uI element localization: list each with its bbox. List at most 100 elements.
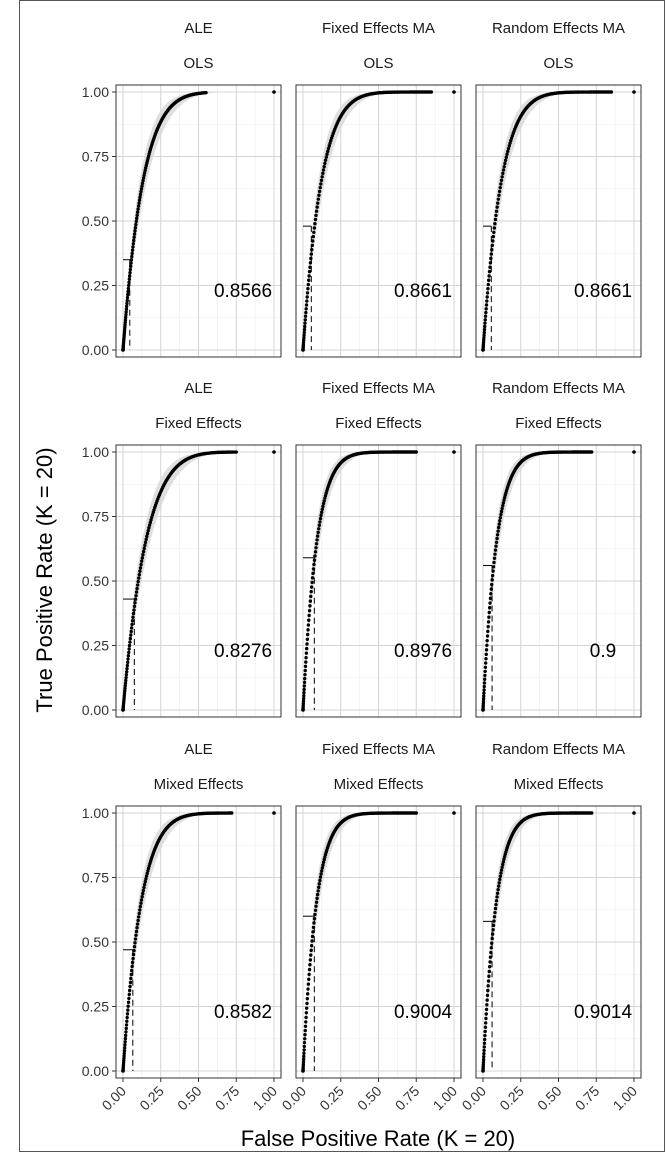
y-tick-label: 1.00 bbox=[82, 805, 109, 821]
roc-point bbox=[302, 684, 307, 688]
roc-point bbox=[125, 660, 130, 665]
roc-point bbox=[129, 261, 133, 265]
roc-point bbox=[481, 697, 486, 701]
roc-point bbox=[490, 578, 494, 582]
x-tick-label: 0.00 bbox=[459, 1083, 490, 1114]
roc-point bbox=[302, 1048, 306, 1052]
roc-point bbox=[311, 567, 316, 571]
roc-point bbox=[301, 1057, 306, 1062]
roc-point bbox=[303, 314, 308, 318]
roc-point bbox=[312, 230, 316, 234]
roc-points bbox=[301, 450, 456, 712]
roc-point bbox=[305, 642, 309, 646]
roc-point bbox=[128, 980, 133, 985]
roc-point bbox=[320, 507, 325, 511]
roc-point bbox=[486, 629, 490, 634]
roc-point bbox=[482, 1045, 486, 1049]
roc-point bbox=[137, 911, 141, 916]
roc-point bbox=[309, 943, 314, 948]
x-tick-label: 0.50 bbox=[534, 1083, 565, 1114]
roc-point bbox=[488, 955, 493, 959]
roc-point bbox=[497, 189, 502, 194]
roc-point bbox=[127, 277, 132, 281]
roc-point bbox=[321, 863, 325, 867]
roc-point bbox=[496, 201, 500, 205]
roc-point bbox=[142, 546, 146, 551]
roc-point bbox=[321, 171, 325, 176]
roc-point bbox=[306, 282, 310, 287]
y-tick-label: 0.25 bbox=[82, 999, 109, 1015]
roc-point bbox=[125, 663, 130, 668]
roc-point bbox=[483, 1037, 487, 1042]
x-tick-label: 0.25 bbox=[316, 1083, 347, 1114]
roc-point bbox=[320, 869, 324, 873]
roc-point bbox=[311, 930, 315, 934]
roc-point bbox=[123, 1040, 127, 1044]
roc-point bbox=[482, 330, 486, 335]
roc-point bbox=[317, 882, 322, 886]
roc-point bbox=[312, 921, 316, 925]
roc-point bbox=[490, 582, 494, 587]
roc-point bbox=[124, 1023, 129, 1027]
roc-point bbox=[486, 278, 491, 282]
roc-point bbox=[130, 968, 134, 973]
roc-point bbox=[135, 926, 139, 930]
roc-point bbox=[496, 884, 501, 888]
roc-point bbox=[481, 699, 486, 704]
roc-point bbox=[127, 650, 131, 655]
roc-point bbox=[144, 877, 148, 881]
roc-point bbox=[499, 509, 504, 514]
panel-1-2: Fixed Effects MA OLS 0.8661 bbox=[295, 20, 462, 358]
roc-point bbox=[128, 271, 132, 275]
roc-point bbox=[126, 289, 130, 294]
roc-point bbox=[305, 637, 310, 641]
roc-point bbox=[495, 533, 500, 537]
roc-point bbox=[311, 234, 315, 239]
roc-point bbox=[272, 811, 276, 815]
roc-point bbox=[132, 232, 137, 236]
panel-2-1: ALE Fixed Effects 0.8276 0.00 0.25 0.50 0.75 1.… bbox=[82, 380, 282, 718]
roc-point bbox=[504, 155, 509, 159]
roc-point bbox=[319, 513, 323, 518]
roc-point bbox=[302, 327, 307, 332]
roc-point bbox=[490, 941, 494, 945]
roc-point bbox=[123, 1036, 128, 1041]
roc-point bbox=[272, 450, 276, 454]
roc-point bbox=[140, 559, 144, 563]
x-tick-label: 1.00 bbox=[610, 1083, 641, 1114]
roc-points bbox=[481, 90, 636, 352]
roc-point bbox=[321, 504, 325, 509]
roc-point bbox=[142, 882, 147, 887]
x-tick-label: 0.50 bbox=[174, 1083, 205, 1114]
roc-point bbox=[138, 195, 142, 200]
roc-point bbox=[490, 936, 494, 941]
roc-point bbox=[414, 450, 418, 454]
facet-col-label: ALE bbox=[184, 20, 212, 37]
roc-point bbox=[312, 226, 317, 230]
roc-point bbox=[492, 226, 497, 230]
roc-point bbox=[489, 256, 493, 261]
roc-point bbox=[123, 1043, 127, 1047]
roc-point bbox=[485, 993, 490, 998]
y-tick-label: 1.00 bbox=[82, 444, 109, 460]
roc-point bbox=[501, 862, 505, 867]
y-tick-label: 0.50 bbox=[82, 213, 109, 229]
x-tick-label: 1.00 bbox=[250, 1083, 281, 1114]
panel-border bbox=[475, 84, 642, 358]
roc-point bbox=[490, 573, 495, 578]
roc-point bbox=[147, 526, 151, 530]
roc-point bbox=[305, 996, 310, 1001]
roc-point bbox=[142, 885, 146, 890]
roc-point bbox=[124, 304, 129, 309]
roc-point bbox=[483, 661, 488, 665]
roc-point bbox=[307, 967, 312, 972]
roc-point bbox=[493, 906, 498, 911]
x-tick-label: 0.50 bbox=[354, 1083, 385, 1114]
roc-point bbox=[132, 608, 136, 612]
roc-point bbox=[145, 871, 149, 876]
roc-point bbox=[321, 860, 326, 864]
auc-label: 0.9 bbox=[590, 641, 616, 662]
roc-point bbox=[507, 144, 511, 148]
